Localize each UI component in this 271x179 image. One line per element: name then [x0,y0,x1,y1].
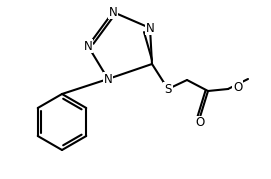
Text: N: N [146,21,154,35]
Text: O: O [233,81,242,93]
Text: N: N [109,6,117,18]
Text: N: N [104,72,112,86]
Text: N: N [84,40,92,52]
Text: O: O [195,117,205,129]
Text: S: S [164,83,172,96]
